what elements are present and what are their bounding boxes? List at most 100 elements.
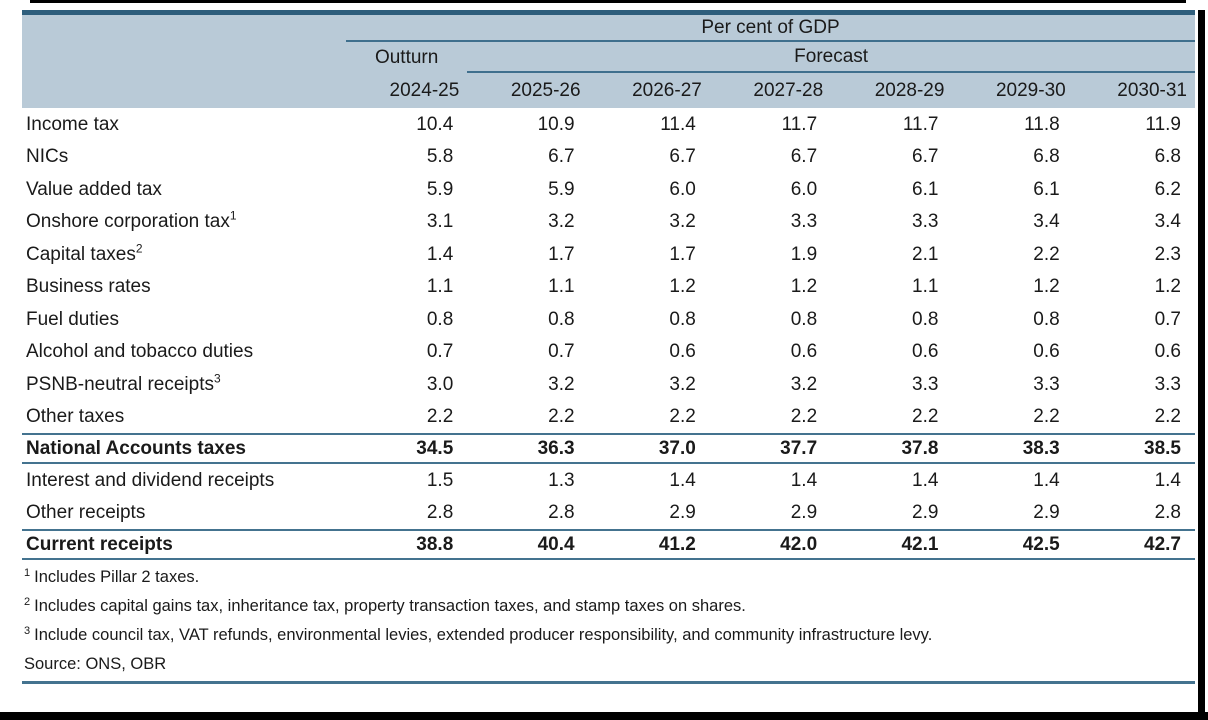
value-cell: 6.1 xyxy=(912,178,939,200)
value-cell: 0.6 xyxy=(1154,341,1181,363)
value-cell: 1.7 xyxy=(548,243,575,265)
value-cell: 6.0 xyxy=(790,178,818,200)
footnote-marker: 2 xyxy=(135,241,143,256)
value-cell: 5.8 xyxy=(426,146,454,168)
value-cell: 3.3 xyxy=(1033,373,1060,395)
value-cell: 1.4 xyxy=(912,469,939,491)
value-cell: 6.7 xyxy=(790,146,818,168)
value-cell: 1.2 xyxy=(1154,276,1181,298)
row-label-text: Alcohol and tobacco duties xyxy=(26,341,254,363)
header-stub xyxy=(22,73,346,108)
value-cell: 0.7 xyxy=(1154,308,1181,330)
value-cell: 34.5 xyxy=(416,438,454,459)
value-cell: 1.3 xyxy=(548,469,575,491)
value-cell: 11.8 xyxy=(1024,113,1060,135)
year-header-2024-25: 2024-25 xyxy=(389,80,460,101)
table-row: Capital taxes2 1.4 1.7 1.7 1.9 2.1 2.2 2.3 xyxy=(22,238,1195,271)
row-label-text: Capital taxes xyxy=(26,243,136,265)
table-row: Other receipts 2.8 2.8 2.9 2.9 2.9 2.9 2.8 xyxy=(22,497,1195,530)
value-cell: 3.4 xyxy=(1154,211,1181,233)
value-cell: 11.7 xyxy=(902,113,939,135)
footnote-3: 3 Include council tax, VAT refunds, envir… xyxy=(24,621,1195,650)
value-cell: 41.2 xyxy=(658,534,696,555)
value-cell: 1.4 xyxy=(1033,469,1060,491)
table-row: Onshore corporation tax1 3.1 3.2 3.2 3.3 3.3 3… xyxy=(22,206,1195,239)
value-cell: 1.1 xyxy=(426,276,454,298)
receipts-table: Per cent of GDP Outturn Forecast 2024-25… xyxy=(22,10,1195,684)
table-row: Fuel duties 0.8 0.8 0.8 0.8 0.8 0.8 0.7 xyxy=(22,303,1195,336)
value-cell: 2.2 xyxy=(912,406,939,428)
footnote-text: Includes capital gains tax, inheritance … xyxy=(34,597,746,615)
value-cell: 3.3 xyxy=(912,373,939,395)
row-label-text: Other receipts xyxy=(26,502,146,524)
row-label: PSNB-neutral receipts3 xyxy=(22,372,346,395)
value-cell: 0.8 xyxy=(1033,308,1060,330)
row-label: Interest and dividend receipts xyxy=(22,471,346,490)
value-cell: 42.1 xyxy=(901,534,939,555)
value-cell: 0.8 xyxy=(548,308,575,330)
value-cell: 0.7 xyxy=(548,341,575,363)
footnote-marker: 3 xyxy=(24,624,31,637)
value-cell: 2.2 xyxy=(1033,406,1060,428)
row-label-text: Income tax xyxy=(26,113,119,135)
value-cell: 6.0 xyxy=(669,178,696,200)
frame-right-bar xyxy=(1198,10,1205,720)
value-cell: 10.4 xyxy=(416,113,454,135)
frame-top-bar xyxy=(30,0,1186,3)
value-cell: 6.7 xyxy=(548,146,575,168)
value-cell: 2.2 xyxy=(548,406,575,428)
row-label-text: Business rates xyxy=(26,276,151,298)
row-label: Other taxes xyxy=(22,407,346,426)
value-cell: 2.2 xyxy=(790,406,818,428)
row-label: Business rates xyxy=(22,277,346,296)
table-row: National Accounts taxes 34.5 36.3 37.0 37.7 3… xyxy=(22,433,1195,464)
value-cell: 3.2 xyxy=(548,211,575,233)
row-label-text: Fuel duties xyxy=(26,308,119,330)
value-cell: 2.9 xyxy=(912,502,939,524)
row-label-text: NICs xyxy=(26,146,69,168)
value-cell: 2.2 xyxy=(1154,406,1181,428)
value-cell: 2.2 xyxy=(669,406,696,428)
table-row: NICs 5.8 6.7 6.7 6.7 6.7 6.8 6.8 xyxy=(22,141,1195,174)
year-header-2028-29: 2028-29 xyxy=(874,80,945,101)
row-label: National Accounts taxes xyxy=(22,439,346,458)
header-row-title: Per cent of GDP xyxy=(22,15,1195,42)
header-row-groups: Outturn Forecast xyxy=(22,42,1195,73)
header-row-years: 2024-25 2025-26 2026-27 2027-28 2028-29 … xyxy=(22,73,1195,108)
frame-bottom-bar xyxy=(0,712,1208,720)
value-cell: 38.5 xyxy=(1144,438,1181,459)
value-cell: 2.9 xyxy=(1033,502,1060,524)
row-label-text: Current receipts xyxy=(26,534,173,555)
value-cell: 1.1 xyxy=(548,276,575,298)
value-cell: 2.9 xyxy=(790,502,818,524)
row-label: Capital taxes2 xyxy=(22,242,346,265)
row-label: Alcohol and tobacco duties xyxy=(22,342,346,361)
year-header-2029-30: 2029-30 xyxy=(995,80,1066,101)
value-cell: 6.7 xyxy=(912,146,939,168)
table-row: Business rates 1.1 1.1 1.2 1.2 1.1 1.2 1.2 xyxy=(22,271,1195,304)
footnote-text: Include council tax, VAT refunds, enviro… xyxy=(34,626,933,644)
column-group-forecast: Forecast xyxy=(467,42,1195,73)
value-cell: 37.8 xyxy=(901,438,939,459)
row-label-text: Interest and dividend receipts xyxy=(26,469,275,491)
value-cell: 2.8 xyxy=(548,502,575,524)
table-row: Current receipts 38.8 40.4 41.2 42.0 42.1 42.5… xyxy=(22,529,1195,560)
row-label: NICs xyxy=(22,147,346,166)
row-label: Onshore corporation tax1 xyxy=(22,210,346,231)
value-cell: 3.1 xyxy=(426,211,454,233)
value-cell: 11.9 xyxy=(1145,113,1181,135)
value-cell: 3.3 xyxy=(1154,373,1181,395)
value-cell: 2.1 xyxy=(912,243,939,265)
value-cell: 3.0 xyxy=(426,373,454,395)
row-label: Current receipts xyxy=(22,535,346,554)
value-cell: 1.4 xyxy=(669,469,696,491)
table-bottom-rule xyxy=(22,681,1195,684)
year-header-2026-27: 2026-27 xyxy=(632,80,702,101)
value-cell: 1.1 xyxy=(912,276,939,298)
footnote-text: Includes Pillar 2 taxes. xyxy=(34,568,200,586)
footnote-2: 2 Includes capital gains tax, inheritance… xyxy=(24,592,1195,621)
row-label-text: PSNB-neutral receipts xyxy=(26,373,214,395)
table-row: Interest and dividend receipts 1.5 1.3 1.4 1… xyxy=(22,464,1195,497)
value-cell: 5.9 xyxy=(548,178,575,200)
value-cell: 38.8 xyxy=(416,534,454,555)
